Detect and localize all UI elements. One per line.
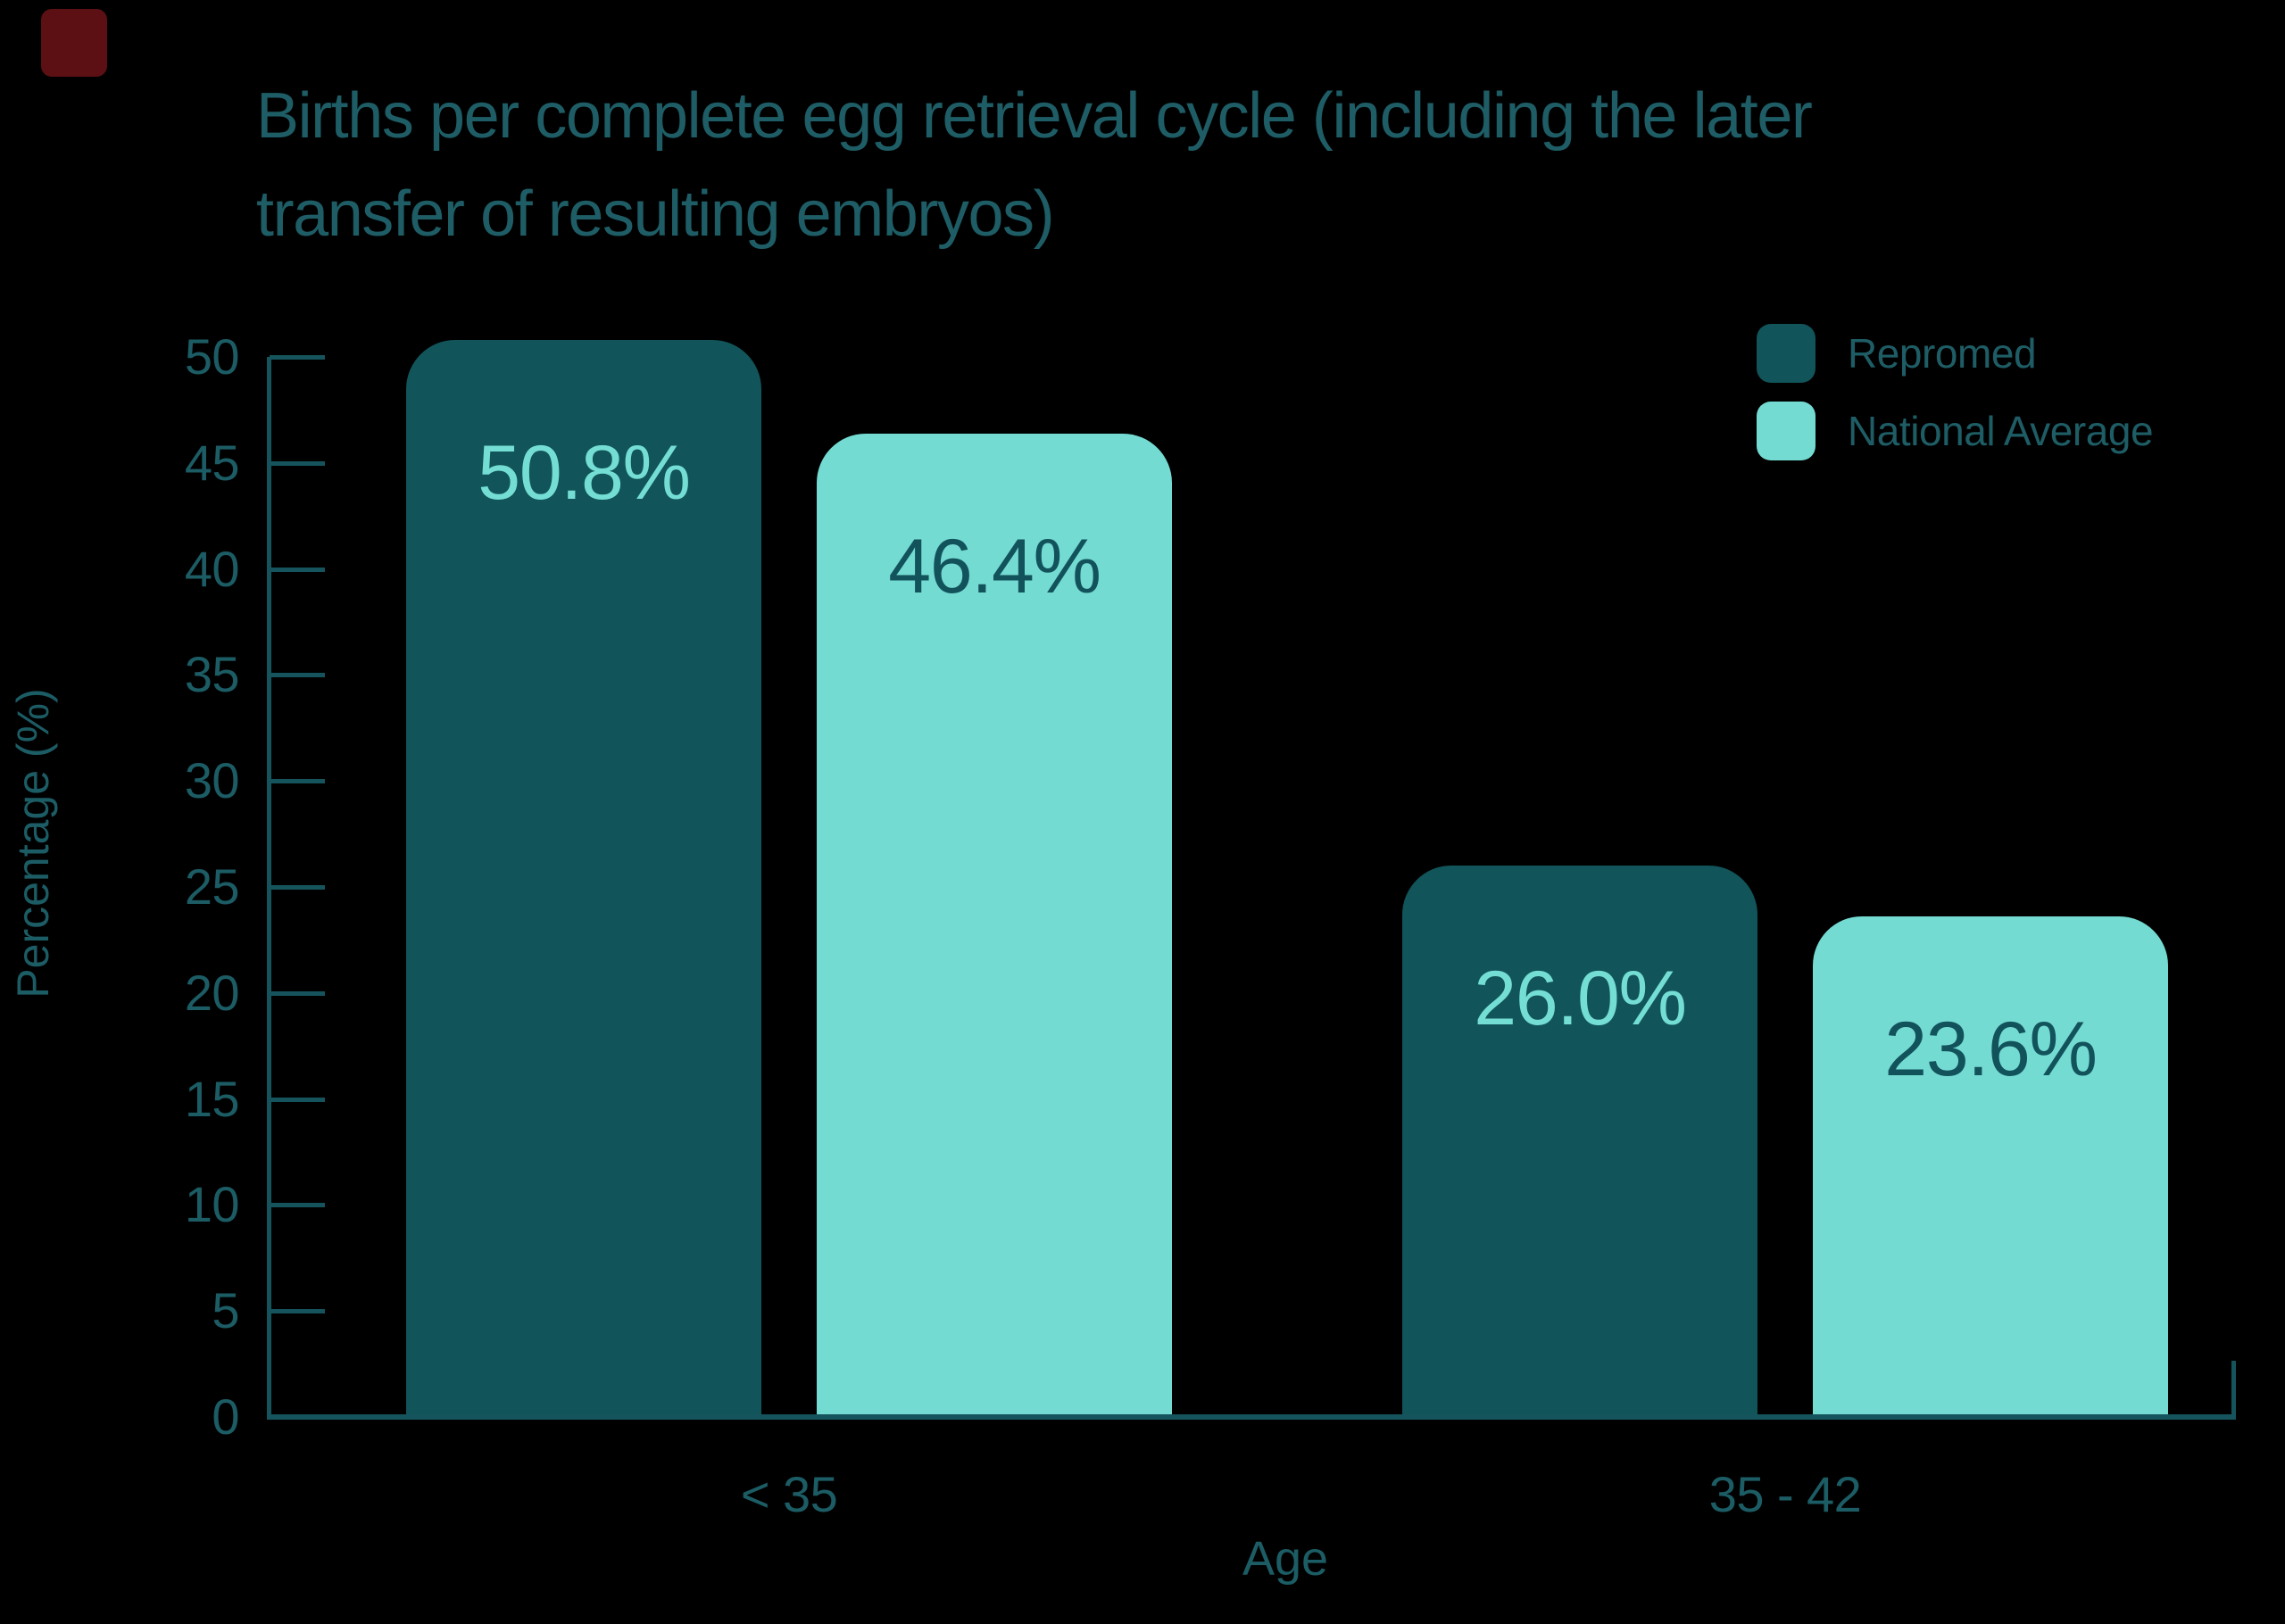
bar-repromed-1: 26.0% (1402, 866, 1757, 1420)
x-category-label: < 35 (740, 1466, 838, 1522)
bar-national-average-1: 23.6% (1813, 916, 2168, 1420)
y-tick-line (270, 779, 325, 784)
y-tick-label: 25 (184, 858, 240, 915)
y-tick-line (270, 885, 325, 890)
legend: Repromed National Average (1757, 324, 2154, 479)
x-axis-title: Age (1242, 1532, 1329, 1586)
y-tick-label: 35 (184, 646, 240, 703)
bar-value-label: 50.8% (478, 429, 691, 516)
bar-repromed-0: 50.8% (406, 339, 761, 1420)
legend-swatch-repromed-icon (1757, 324, 1816, 383)
y-axis-line (267, 357, 271, 1420)
y-axis-title: Percentage (%) (8, 688, 58, 998)
y-tick-line (270, 1309, 325, 1314)
y-tick-label: 40 (184, 540, 240, 597)
y-tick-line (270, 567, 325, 572)
chart-title-line-2: transfer of resulting embryos) (256, 178, 1055, 250)
y-tick-line (270, 1097, 325, 1102)
y-tick-label: 20 (184, 964, 240, 1021)
recording-indicator-icon (41, 9, 107, 77)
y-tick-line (270, 1203, 325, 1208)
legend-swatch-national-average-icon (1757, 402, 1816, 460)
y-tick-line (270, 355, 325, 360)
legend-label-national-average: National Average (1848, 408, 2154, 454)
bar-value-label: 23.6% (1884, 1007, 2098, 1093)
x-axis-end-tick (2231, 1361, 2236, 1416)
bar-value-label: 26.0% (1474, 956, 1687, 1042)
bar-national-average-0: 46.4% (817, 433, 1172, 1420)
y-tick-label: 10 (184, 1176, 240, 1233)
legend-item-national-average: National Average (1757, 402, 2154, 460)
y-tick-label: 15 (184, 1070, 240, 1127)
y-tick-line (270, 990, 325, 996)
y-tick-label: 30 (184, 752, 240, 809)
x-category-label: 35 - 42 (1708, 1466, 1862, 1522)
chart-title-line-1: Births per complete egg retrieval cycle … (256, 80, 1813, 152)
y-tick-label: 45 (184, 434, 240, 491)
y-tick-label: 0 (212, 1388, 239, 1445)
chart-title: Births per complete egg retrieval cycle … (256, 67, 2175, 263)
y-tick-line (270, 460, 325, 466)
legend-label-repromed: Repromed (1848, 330, 2037, 377)
legend-item-repromed: Repromed (1757, 324, 2153, 383)
x-axis-line (267, 1414, 2236, 1420)
bar-value-label: 46.4% (888, 523, 1101, 609)
y-tick-label: 5 (212, 1282, 239, 1339)
y-tick-line (270, 673, 325, 678)
y-tick-label: 50 (184, 328, 240, 385)
